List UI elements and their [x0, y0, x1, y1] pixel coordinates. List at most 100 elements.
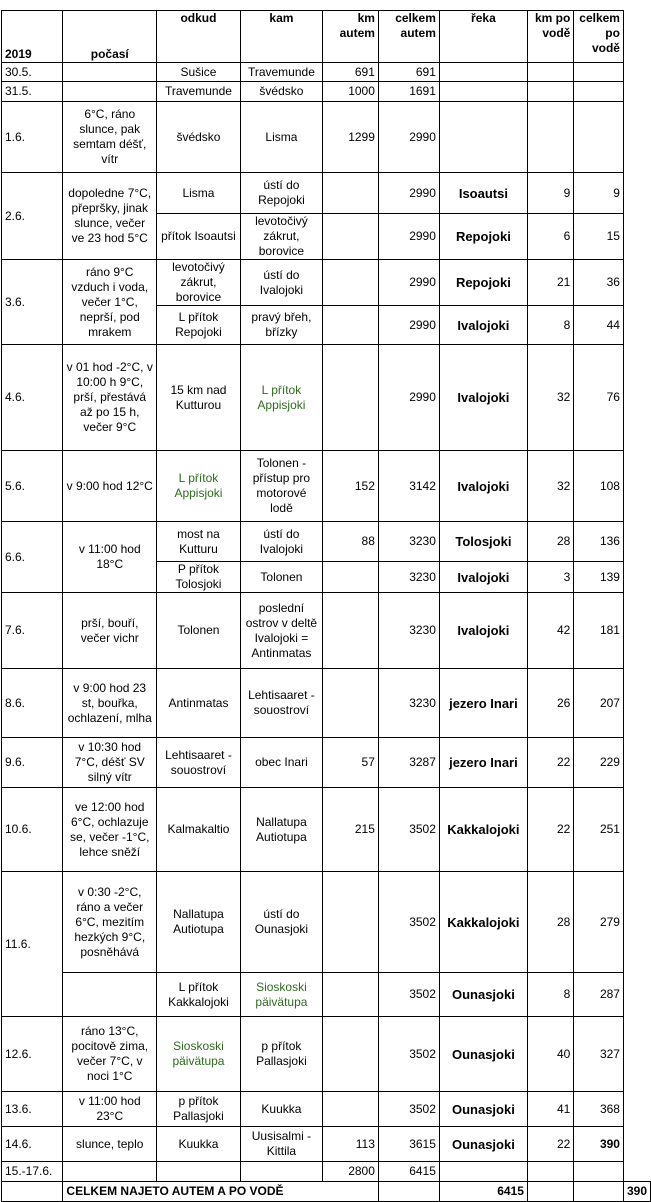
- water-km-cell: 22: [526, 1126, 575, 1162]
- car-km-cell: 1000: [321, 81, 379, 102]
- date-cell: 5.6.: [0, 450, 64, 522]
- data-row: 10.6. ve 12:00 hod 6°C, ochlazuje se, več…: [0, 787, 651, 872]
- header-cell: celkem po vodě: [573, 10, 624, 63]
- car-total-cell: 3230: [377, 561, 440, 593]
- river-cell: Kakkalojoki: [438, 871, 528, 973]
- to-cell: levotočivý zákrut, borovice: [239, 213, 323, 260]
- from-cell: Lehtisaaret - souostroví: [156, 737, 241, 788]
- date-cell: 7.6.: [0, 592, 64, 669]
- car-km-cell: 152: [321, 450, 379, 522]
- from-cell: Sušice: [156, 62, 241, 82]
- date-cell: 13.6.: [0, 1091, 64, 1127]
- river-cell: Repojoki: [438, 213, 528, 260]
- from-cell: Sioskoski päivätupa: [156, 1016, 241, 1092]
- water-total-cell: 390: [573, 1126, 624, 1162]
- water-total-cell: 229: [573, 737, 624, 788]
- car-km-cell: [321, 592, 379, 669]
- car-total-cell: 3230: [377, 592, 440, 669]
- water-km-cell: 3: [526, 561, 575, 593]
- water-total-cell: [573, 1161, 624, 1182]
- car-total-cell: 2990: [377, 172, 440, 214]
- date-cell: 14.6.: [0, 1126, 64, 1162]
- from-cell: 15 km nad Kutturou: [156, 344, 241, 451]
- car-km-cell: [321, 972, 379, 1017]
- car-total-cell: 3502: [377, 787, 440, 872]
- weather-cell: ráno 9°C vzduch i voda, večer 1°C, neprš…: [62, 259, 158, 345]
- date-cell: 6.6.: [0, 521, 64, 593]
- car-km-cell: [321, 344, 379, 451]
- to-cell: Tolonen - přístup pro motorové lodě: [239, 450, 323, 522]
- water-km-cell: 32: [526, 344, 575, 451]
- data-row: 5.6. v 9:00 hod 12°C L přítok Appisjoki Tol…: [0, 450, 651, 522]
- water-km-cell: 8: [526, 305, 575, 345]
- from-cell: Travemunde: [156, 81, 241, 102]
- weather-cell: [62, 81, 158, 102]
- water-total-cell: [573, 62, 624, 82]
- from-cell: Lisma: [156, 172, 241, 214]
- water-km-cell: [526, 1161, 575, 1182]
- water-km-cell: 9: [526, 172, 575, 214]
- river-cell: [438, 101, 528, 173]
- water-total-cell: 108: [573, 450, 624, 522]
- weather-cell: v 11:00 hod 18°C: [62, 521, 158, 593]
- car-km-cell: 215: [321, 787, 379, 872]
- water-total-cell: [573, 101, 624, 173]
- to-cell: Kuukka: [239, 1091, 323, 1127]
- weather-cell: ve 12:00 hod 6°C, ochlazuje se, večer -1…: [62, 787, 158, 872]
- to-cell: pravý břeh, břízky: [239, 305, 323, 345]
- river-cell: [438, 62, 528, 82]
- water-total-cell: 76: [573, 344, 624, 451]
- water-km-cell: 6: [526, 213, 575, 260]
- river-cell: Ounasjoki: [438, 1091, 528, 1127]
- data-row: 13.6. v 11:00 hod 23°C p přítok Pallasjoki…: [0, 1091, 651, 1127]
- water-km-cell: 28: [526, 871, 575, 973]
- from-cell: L přítok Appisjoki: [156, 450, 241, 522]
- date-cell: 2.6.: [0, 172, 64, 260]
- car-km-cell: [321, 668, 379, 738]
- header-cell: 2019: [0, 10, 64, 63]
- water-km-cell: [526, 62, 575, 82]
- weather-cell: v 0:30 -2°C, ráno a večer 6°C, mezitím h…: [62, 871, 158, 973]
- data-row: 31.5. Travemunde švédsko 1000 1691: [0, 81, 651, 102]
- car-total-cell: 2990: [377, 305, 440, 345]
- data-row: 8.6. v 9:00 hod 23 st, bouřka, ochlazení,…: [0, 668, 651, 738]
- date-cell: [0, 1181, 64, 1202]
- water-km-cell: [573, 1181, 624, 1202]
- to-cell: [239, 1161, 323, 1182]
- water-km-cell: 22: [526, 737, 575, 788]
- water-km-cell: 21: [526, 259, 575, 306]
- date-cell: 30.5.: [0, 62, 64, 82]
- header-cell: km po vodě: [526, 10, 575, 63]
- from-cell: L přítok Kakkalojoki: [156, 972, 241, 1017]
- data-row: 14.6. slunce, teplo Kuukka Uusisalmi - Kitt…: [0, 1126, 651, 1162]
- from-cell: švédsko: [156, 101, 241, 173]
- from-cell: Nallatupa Autiotupa: [156, 871, 241, 973]
- river-cell: Ivalojoki: [438, 592, 528, 669]
- header-cell: počasí: [62, 10, 158, 63]
- water-total-cell: 181: [573, 592, 624, 669]
- date-cell: 1.6.: [0, 101, 64, 173]
- car-km-cell: [321, 172, 379, 214]
- car-total-cell: 691: [377, 62, 440, 82]
- water-km-cell: 32: [526, 450, 575, 522]
- header-cell: řeka: [438, 10, 528, 63]
- weather-cell: v 9:00 hod 12°C: [62, 450, 158, 522]
- car-total-cell: 2990: [377, 213, 440, 260]
- from-cell: Antinmatas: [156, 668, 241, 738]
- header-cell: kam: [239, 10, 323, 63]
- table-body: 30.5. Sušice Travemunde 691 691 31.5. Travemun…: [0, 62, 651, 1202]
- car-km-cell: 1299: [321, 101, 379, 173]
- river-cell: Ivalojoki: [438, 450, 528, 522]
- river-cell: [526, 1181, 575, 1202]
- river-cell: Repojoki: [438, 259, 528, 306]
- car-km-cell: [321, 1091, 379, 1127]
- to-cell: ústí do Ivalojoki: [239, 521, 323, 562]
- car-total-cell: 3230: [377, 668, 440, 738]
- river-cell: Tolosjoki: [438, 521, 528, 562]
- from-cell: přítok Isoautsi: [156, 213, 241, 260]
- weather-cell: dopoledne 7°C, přepršky, jinak slunce, v…: [62, 172, 158, 260]
- water-total-cell: [573, 81, 624, 102]
- to-cell: Lisma: [239, 101, 323, 173]
- water-total-cell: 327: [573, 1016, 624, 1092]
